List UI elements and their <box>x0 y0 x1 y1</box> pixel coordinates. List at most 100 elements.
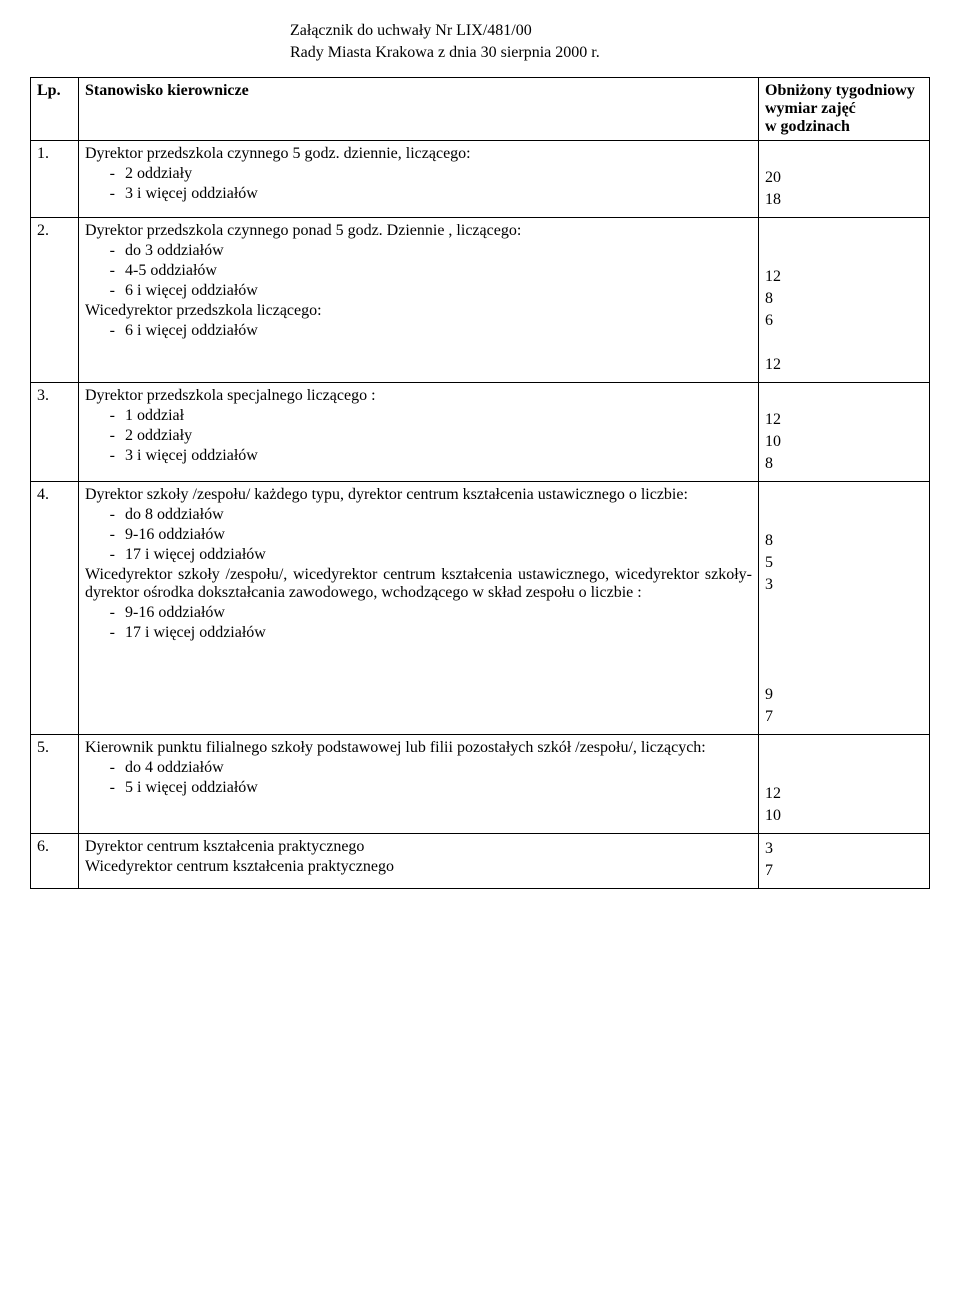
hours-value <box>765 147 923 169</box>
position-text: do 3 oddziałów <box>125 242 752 260</box>
table-row: 6. Dyrektor centrum kształcenia praktyczn… <box>31 834 930 889</box>
hours-value <box>765 598 923 620</box>
dash-icon: - <box>85 262 125 280</box>
position-text: Kierownik punktu filialnego szkoły podst… <box>85 739 752 757</box>
position-text: Dyrektor przedszkola specjalnego liczące… <box>85 387 752 405</box>
hours-value: 10 <box>765 433 923 455</box>
dash-icon: - <box>85 624 125 642</box>
position-text: 17 i więcej oddziałów <box>125 624 752 642</box>
position-text: 2 oddziały <box>125 427 752 445</box>
position-text: 2 oddziały <box>125 165 752 183</box>
row-lp: 4. <box>31 482 79 735</box>
row-position: Dyrektor centrum kształcenia praktyczneg… <box>79 834 759 889</box>
table-row: 5. Kierownik punktu filialnego szkoły pod… <box>31 735 930 834</box>
hours-value <box>765 642 923 664</box>
position-text: 3 i więcej oddziałów <box>125 185 752 203</box>
dash-icon: - <box>85 242 125 260</box>
position-text: Wicedyrektor szkoły /zespołu/, wicedyrek… <box>85 566 752 602</box>
hours-value: 10 <box>765 807 923 829</box>
hours-value: 9 <box>765 686 923 708</box>
dash-icon: - <box>85 526 125 544</box>
hours-value: 12 <box>765 356 923 378</box>
hours-value <box>765 389 923 411</box>
row-hours: 128612 <box>759 218 930 383</box>
hours-value: 12 <box>765 411 923 433</box>
row-hours: 1210 <box>759 735 930 834</box>
row-position: Dyrektor przedszkola czynnego 5 godz. dz… <box>79 141 759 218</box>
position-text: do 4 oddziałów <box>125 759 752 777</box>
dash-icon: - <box>85 282 125 300</box>
position-text: Dyrektor szkoły /zespołu/ każdego typu, … <box>85 486 752 504</box>
hours-value: 8 <box>765 290 923 312</box>
position-text: 5 i więcej oddziałów <box>125 779 752 797</box>
dash-icon: - <box>85 759 125 777</box>
row-position: Dyrektor przedszkola specjalnego liczące… <box>79 383 759 482</box>
hours-value <box>765 664 923 686</box>
hours-value: 20 <box>765 169 923 191</box>
header-position: Stanowisko kierownicze <box>79 78 759 141</box>
table-row: 1. Dyrektor przedszkola czynnego 5 godz. … <box>31 141 930 218</box>
positions-table: Lp. Stanowisko kierownicze Obniżony tygo… <box>30 77 930 889</box>
hours-value <box>765 246 923 268</box>
attachment-title-line1: Załącznik do uchwały Nr LIX/481/00 <box>290 20 930 42</box>
hours-value: 18 <box>765 191 923 213</box>
position-text: Wicedyrektor centrum kształcenia praktyc… <box>85 858 752 876</box>
hours-value: 8 <box>765 532 923 554</box>
header-hours: Obniżony tygodniowy wymiar zajęć w godzi… <box>759 78 930 141</box>
dash-icon: - <box>85 604 125 622</box>
dash-icon: - <box>85 185 125 203</box>
hours-value: 3 <box>765 576 923 598</box>
position-text: 17 i więcej oddziałów <box>125 546 752 564</box>
hours-value <box>765 224 923 246</box>
position-text: 4-5 oddziałów <box>125 262 752 280</box>
row-lp: 2. <box>31 218 79 383</box>
header-lp: Lp. <box>31 78 79 141</box>
hours-value <box>765 334 923 356</box>
hours-value: 12 <box>765 785 923 807</box>
table-row: 3. Dyrektor przedszkola specjalnego liczą… <box>31 383 930 482</box>
hours-value <box>765 763 923 785</box>
position-text: Wicedyrektor przedszkola liczącego: <box>85 302 752 320</box>
dash-icon: - <box>85 427 125 445</box>
table-row: 4. Dyrektor szkoły /zespołu/ każdego typu… <box>31 482 930 735</box>
row-lp: 1. <box>31 141 79 218</box>
position-text: 9-16 oddziałów <box>125 526 752 544</box>
position-text: 3 i więcej oddziałów <box>125 447 752 465</box>
dash-icon: - <box>85 779 125 797</box>
position-text: Dyrektor przedszkola czynnego ponad 5 go… <box>85 222 752 240</box>
position-text: 6 i więcej oddziałów <box>125 282 752 300</box>
position-text: do 8 oddziałów <box>125 506 752 524</box>
row-hours: 2018 <box>759 141 930 218</box>
position-text: Dyrektor przedszkola czynnego 5 godz. dz… <box>85 145 752 163</box>
hours-value: 5 <box>765 554 923 576</box>
dash-icon: - <box>85 447 125 465</box>
row-lp: 3. <box>31 383 79 482</box>
row-hours: 37 <box>759 834 930 889</box>
dash-icon: - <box>85 322 125 340</box>
row-position: Kierownik punktu filialnego szkoły podst… <box>79 735 759 834</box>
dash-icon: - <box>85 506 125 524</box>
row-lp: 6. <box>31 834 79 889</box>
attachment-header: Załącznik do uchwały Nr LIX/481/00 Rady … <box>290 20 930 63</box>
row-position: Dyrektor szkoły /zespołu/ każdego typu, … <box>79 482 759 735</box>
hours-value: 3 <box>765 840 923 862</box>
row-hours: 12108 <box>759 383 930 482</box>
position-text: 6 i więcej oddziałów <box>125 322 752 340</box>
hours-value: 7 <box>765 862 923 884</box>
hours-value <box>765 741 923 763</box>
hours-value <box>765 488 923 510</box>
position-text: Dyrektor centrum kształcenia praktyczneg… <box>85 838 752 856</box>
dash-icon: - <box>85 407 125 425</box>
row-hours: 853 97 <box>759 482 930 735</box>
hours-value: 6 <box>765 312 923 334</box>
dash-icon: - <box>85 165 125 183</box>
position-text: 9-16 oddziałów <box>125 604 752 622</box>
row-lp: 5. <box>31 735 79 834</box>
table-row: 2. Dyrektor przedszkola czynnego ponad 5 … <box>31 218 930 383</box>
hours-value <box>765 620 923 642</box>
hours-value: 7 <box>765 708 923 730</box>
hours-value: 8 <box>765 455 923 477</box>
dash-icon: - <box>85 546 125 564</box>
row-position: Dyrektor przedszkola czynnego ponad 5 go… <box>79 218 759 383</box>
hours-value: 12 <box>765 268 923 290</box>
